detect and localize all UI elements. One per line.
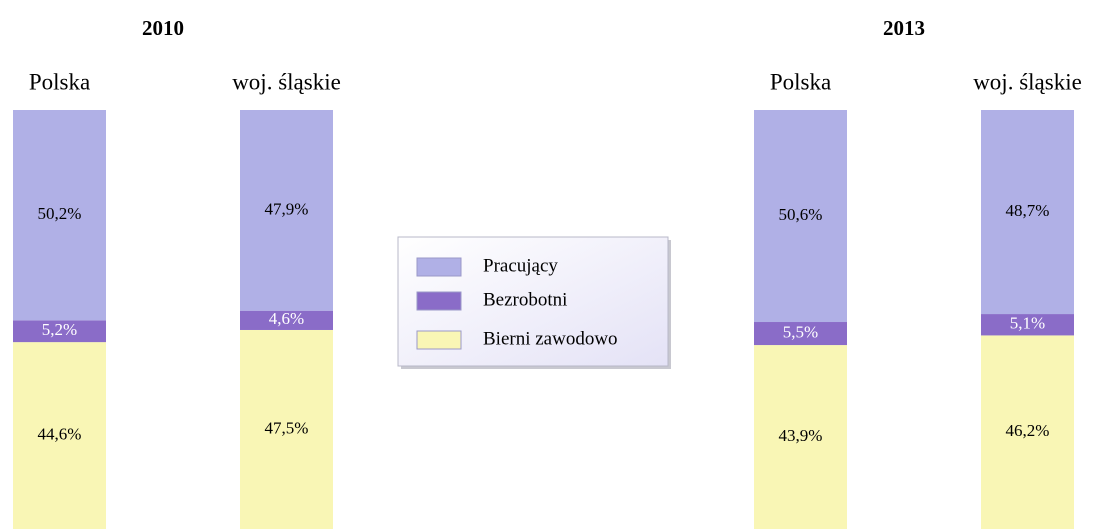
bar-segment [13,342,106,529]
legend-label: Pracujący [483,255,558,276]
bar-segment [754,110,847,323]
value-label: 5,2% [42,320,77,339]
value-label: 44,6% [38,424,82,443]
value-label: 47,9% [265,199,309,218]
category-label: woj. śląskie [232,69,341,94]
bar-segment [981,335,1074,529]
value-label: 5,5% [783,322,818,341]
category-label: woj. śląskie [973,69,1082,94]
legend-label: Bezrobotni [483,289,567,310]
legend-swatch [416,330,462,350]
bar-segment [240,329,333,529]
value-label: 5,1% [1010,314,1045,333]
bar-segment [754,345,847,529]
value-label: 48,7% [1006,201,1050,220]
bar-segment [13,320,106,343]
bar-segment [981,314,1074,336]
value-label: 47,5% [265,418,309,437]
chart-title: 2013 [883,16,925,40]
legend-swatch [416,257,462,277]
value-label: 43,9% [779,426,823,445]
chart-title: 2010 [142,16,184,40]
value-label: 46,2% [1006,421,1050,440]
category-label: Polska [29,69,90,94]
bar-segment [240,310,333,330]
value-label: 50,2% [38,204,82,223]
bar-segment [240,110,333,311]
legend-swatch [416,291,462,311]
bar-segment [754,322,847,346]
bar-segment [981,110,1074,315]
value-label: 4,6% [269,309,304,328]
category-label: Polska [770,69,831,94]
legend-label: Bierni zawodowo [483,328,618,349]
value-label: 50,6% [779,205,823,224]
bar-segment [13,110,106,321]
